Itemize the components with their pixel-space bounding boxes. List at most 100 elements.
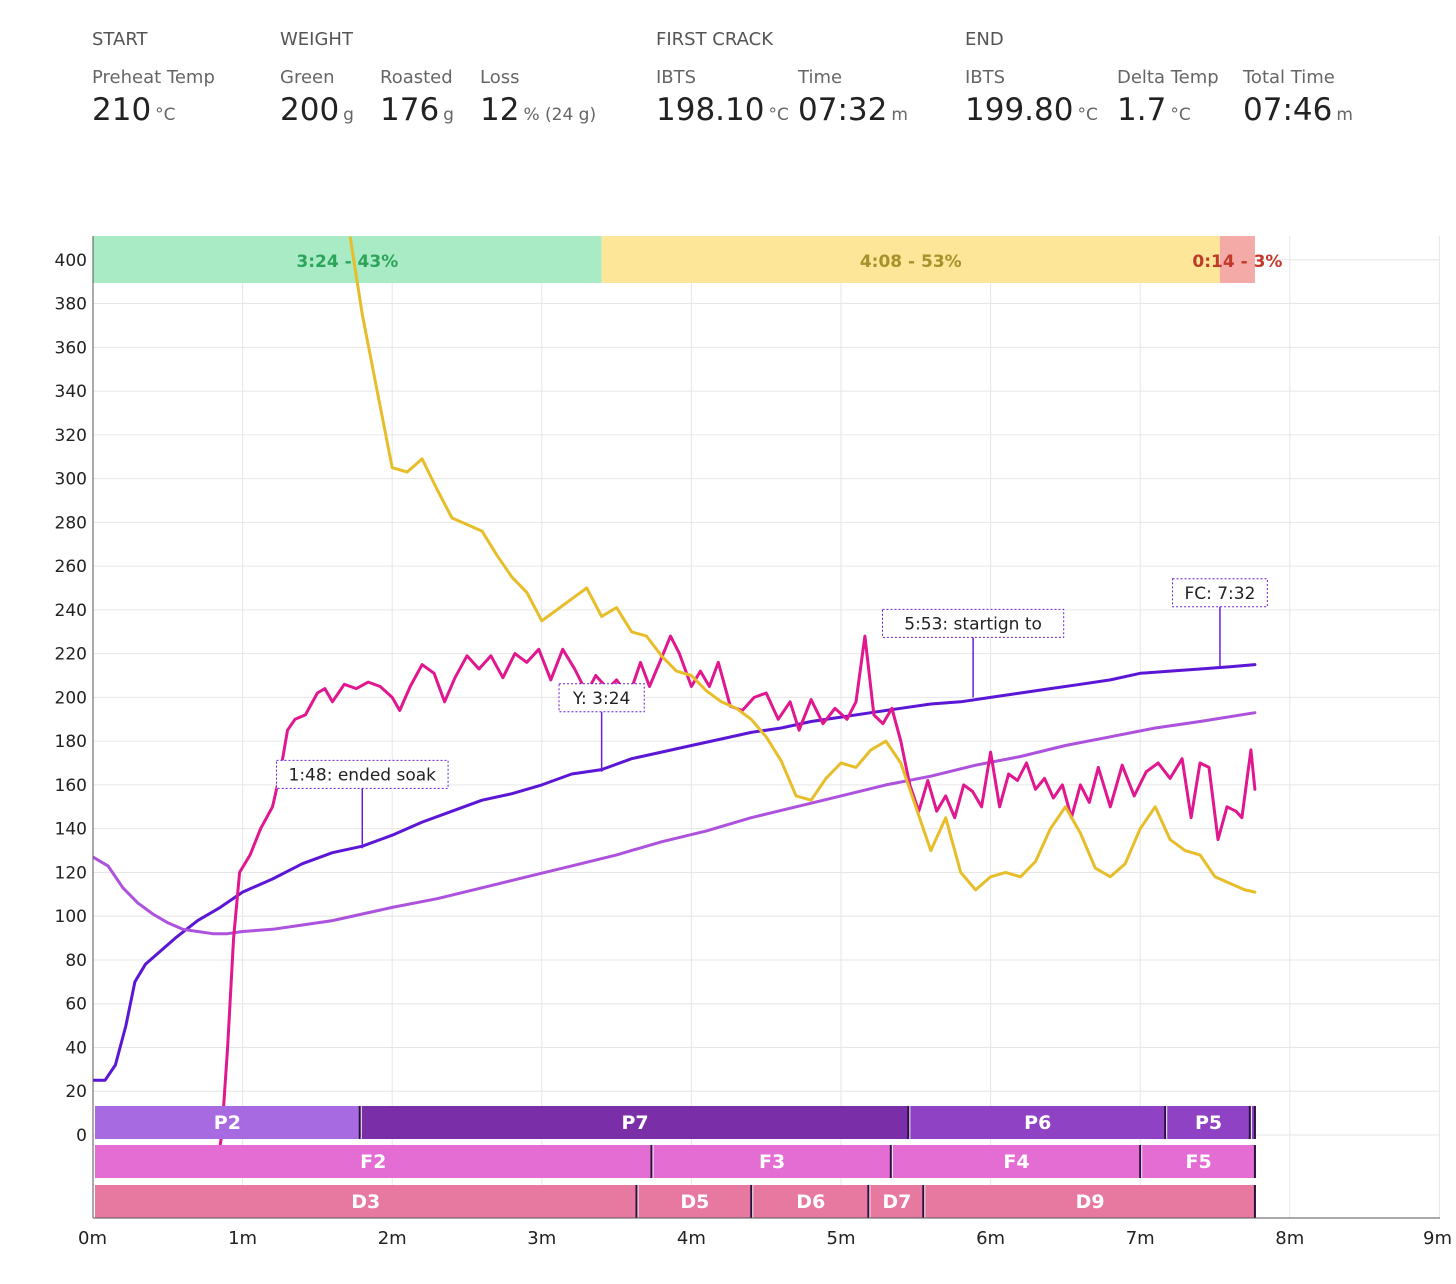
delta-temp-value: 1.7 °C — [1117, 92, 1191, 128]
band-segment — [870, 1185, 924, 1218]
y-tick-label: 40 — [65, 1038, 87, 1058]
x-tick-label: 2m — [378, 1228, 407, 1249]
y-tick-label: 400 — [55, 251, 87, 271]
y-tick-label: 80 — [65, 951, 87, 971]
band-segment — [653, 1145, 891, 1178]
band-label: P7 — [621, 1112, 648, 1134]
y-tick-label: 140 — [55, 820, 87, 840]
annotation-label: 1:48: ended soak — [289, 765, 437, 785]
phase-segment — [601, 236, 1220, 283]
x-tick-label: 5m — [827, 1228, 856, 1249]
end-ibts-value: 199.80 °C — [965, 92, 1098, 128]
band-segment — [892, 1145, 1141, 1178]
band-segment — [1167, 1106, 1250, 1139]
band-segment — [1142, 1145, 1255, 1178]
delta-temp-label: Delta Temp — [1117, 67, 1219, 88]
y-tick-label: 240 — [55, 601, 87, 621]
preheat-value: 210 °C — [92, 92, 176, 128]
band-label: D6 — [796, 1191, 825, 1213]
band-label: D9 — [1076, 1191, 1105, 1213]
y-tick-label: 200 — [55, 688, 87, 708]
annotation-label: Y: 3:24 — [572, 689, 630, 709]
band-segment — [638, 1185, 752, 1218]
band-label: P6 — [1024, 1112, 1051, 1134]
series-lines — [93, 236, 1257, 1176]
total-time-label: Total Time — [1243, 67, 1335, 88]
axes: 0 20 40 60 80 100 120 140 160 180 200 220 240 260 280 3… — [55, 236, 1452, 1249]
fc-ibts-label: IBTS — [656, 67, 697, 88]
phase-label: 0:14 - 3% — [1192, 252, 1282, 272]
first-crack-title: FIRST CRACK — [656, 29, 774, 50]
x-tick-label: 4m — [677, 1228, 706, 1249]
band-segment — [753, 1185, 869, 1218]
phase-label: 3:24 - 43% — [296, 252, 398, 272]
phase-segment — [1219, 236, 1255, 283]
phase-label: 4:08 - 53% — [860, 252, 962, 272]
y-tick-label: 20 — [65, 1082, 87, 1102]
band-label: D3 — [351, 1191, 380, 1213]
x-tick-label: 8m — [1275, 1228, 1304, 1249]
annotation-box — [1172, 578, 1268, 608]
band-segment — [95, 1185, 637, 1218]
y-tick-label: 220 — [55, 645, 87, 665]
end-ibts-label: IBTS — [965, 67, 1006, 88]
y-tick-label: 180 — [55, 732, 87, 752]
band-label: P2 — [214, 1112, 241, 1134]
annotation-label: 5:53: startign to — [904, 614, 1042, 634]
band-segment — [95, 1145, 652, 1178]
y-tick-label: 300 — [55, 470, 87, 490]
y-tick-label: 340 — [55, 382, 87, 402]
band-label: P4 — [1256, 1112, 1283, 1134]
fc-time-label: Time — [798, 67, 843, 88]
phase-segment — [93, 236, 602, 283]
band-label: P5 — [1195, 1112, 1222, 1134]
roasted-label: Roasted — [380, 67, 453, 88]
phase-bar: 3:24 - 43% 4:08 - 53% 0:14 - 3% — [93, 236, 1282, 283]
x-tick-label: 0m — [78, 1228, 107, 1249]
band-segment — [925, 1185, 1255, 1218]
y-tick-label: 280 — [55, 513, 87, 533]
y-tick-label: 320 — [55, 426, 87, 446]
annotation-box — [275, 759, 449, 789]
y-tick-label: 60 — [65, 995, 87, 1015]
end-title: END — [965, 29, 1004, 50]
series-group — [93, 236, 1257, 1176]
series-line — [348, 236, 1257, 894]
x-tick-label: 6m — [976, 1228, 1005, 1249]
annotations: 1:48: ended soak Y: 3:24 5:53: startign to… — [275, 578, 1268, 849]
roasted-value: 176 g — [380, 92, 454, 128]
annotation-box — [881, 608, 1065, 638]
series-line — [93, 711, 1257, 936]
weight-title: WEIGHT — [280, 29, 353, 50]
control-bands: P2 P7 P6 P5 P4 F2 F3 F4 F5 D3 D5 D6 D7 D9 — [95, 1106, 1283, 1218]
fc-time-value: 07:32 m — [798, 92, 908, 128]
band-label: D5 — [680, 1191, 709, 1213]
grid — [92, 236, 1440, 1218]
loss-value: 12% (24 g) — [480, 92, 597, 128]
series-line — [214, 634, 1257, 1176]
annotation-label: FC: 7:32 — [1184, 584, 1255, 604]
band-label: D7 — [882, 1191, 911, 1213]
x-tick-label: 1m — [228, 1228, 257, 1249]
start-title: START — [92, 29, 148, 50]
band-label: F2 — [360, 1151, 386, 1173]
total-time-value: 07:46 m — [1243, 92, 1353, 128]
y-tick-label: 160 — [55, 776, 87, 796]
x-tick-label: 9m — [1423, 1228, 1452, 1249]
band-segment — [1251, 1106, 1255, 1139]
y-tick-label: 0 — [76, 1126, 87, 1146]
band-label: F5 — [1185, 1151, 1211, 1173]
x-tick-label: 7m — [1126, 1228, 1155, 1249]
fc-ibts-value: 198.10 °C — [656, 92, 789, 128]
band-segment — [361, 1106, 909, 1139]
green-label: Green — [280, 67, 335, 88]
band-label: F3 — [759, 1151, 785, 1173]
annotation-box — [558, 683, 645, 713]
preheat-label: Preheat Temp — [92, 67, 215, 88]
band-segment — [95, 1106, 360, 1139]
y-tick-label: 380 — [55, 295, 87, 315]
loss-label: Loss — [480, 67, 520, 88]
y-tick-label: 100 — [55, 907, 87, 927]
band-label: F4 — [1003, 1151, 1029, 1173]
